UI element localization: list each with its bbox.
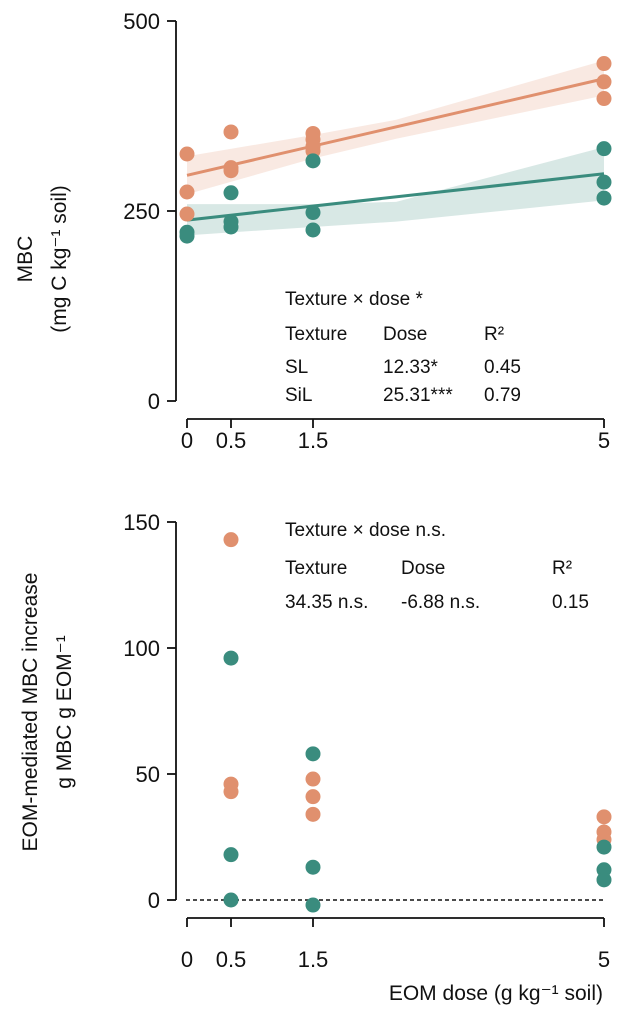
y-tick-label: 250 (123, 199, 160, 224)
y-tick-label: 0 (148, 888, 160, 913)
row-texture-sil: SiL (285, 385, 312, 406)
point-sil (596, 809, 612, 825)
y-tick-label: 50 (136, 762, 160, 787)
col-header-dose: Dose (383, 324, 427, 345)
axes: 0 250 500 0 0.5 1.5 5 (123, 9, 610, 453)
point-sil (179, 184, 195, 200)
col-header-r2: R² (552, 558, 572, 579)
row-texture-sl: SL (285, 357, 308, 378)
y-tick-label: 100 (123, 636, 160, 661)
row-r2-sil: 0.79 (484, 385, 521, 406)
eom-increase-panel: 0 50 100 150 0 0.5 1.5 5 EOM-mediated MBC incre… (19, 510, 612, 1005)
stats-annotation: Texture × dose * Texture Dose R² SL 12.3… (285, 289, 521, 406)
x-tick-label: 1.5 (298, 428, 329, 453)
y-tick-label: 500 (123, 9, 160, 34)
point-sl (305, 859, 321, 875)
point-sl (179, 228, 195, 244)
y-tick-label: 150 (123, 510, 160, 535)
row-r2: 0.15 (552, 592, 589, 613)
point-sl (223, 219, 239, 235)
point-sil (305, 771, 321, 787)
axes: 0 50 100 150 0 0.5 1.5 5 (123, 510, 610, 972)
point-sl (305, 897, 321, 913)
point-sil (305, 789, 321, 805)
confidence-band-sl (187, 147, 604, 236)
point-sil (223, 784, 239, 800)
mbc-panel: 0 250 500 0 0.5 1.5 5 MBC (mg C kg⁻¹ soil) Tex… (14, 9, 612, 453)
regression-lines (186, 77, 605, 222)
y-axis-label-line1: MBC (14, 236, 37, 283)
point-sl (596, 190, 612, 206)
point-sil (596, 91, 612, 107)
point-sil (305, 806, 321, 822)
row-dose-sl: 12.33* (383, 357, 439, 378)
point-sil (596, 56, 612, 72)
row-texture-estimate: 34.35 n.s. (285, 592, 368, 613)
row-dose-estimate: -6.88 n.s. (401, 592, 480, 613)
y-axis-label-line2: (mg C kg⁻¹ soil) (48, 185, 71, 333)
confidence-bands (187, 60, 604, 236)
data-points (179, 56, 612, 244)
point-sl (223, 847, 239, 863)
col-header-dose: Dose (401, 558, 445, 579)
point-sl (596, 839, 612, 855)
point-sil (223, 163, 239, 179)
row-r2-sl: 0.45 (484, 357, 521, 378)
x-tick-label: 5 (598, 428, 610, 453)
point-sl (305, 205, 321, 221)
point-sil (223, 532, 239, 548)
point-sl (596, 141, 612, 157)
point-sl (305, 222, 321, 238)
point-sl (596, 872, 612, 888)
interaction-heading: Texture × dose * (285, 289, 423, 310)
x-axis-label: EOM dose (g kg⁻¹ soil) (389, 982, 603, 1005)
col-header-r2: R² (484, 324, 504, 345)
data-points (223, 532, 612, 913)
y-axis-label-line2: g MBC g EOM⁻¹ (53, 635, 76, 788)
fit-line-sl (186, 172, 605, 222)
point-sl (305, 153, 321, 169)
row-dose-sil: 25.31*** (383, 385, 453, 406)
x-tick-label: 1.5 (298, 947, 329, 972)
col-header-texture: Texture (285, 558, 347, 579)
point-sil (596, 74, 612, 90)
point-sil (223, 124, 239, 140)
point-sl (223, 650, 239, 666)
y-axis-label-line1: EOM-mediated MBC increase (19, 573, 42, 852)
interaction-heading: Texture × dose n.s. (285, 520, 446, 541)
x-tick-label: 0.5 (216, 947, 247, 972)
point-sil (179, 146, 195, 162)
stats-annotation: Texture × dose n.s. Texture Dose R² 34.3… (285, 520, 589, 613)
x-tick-label: 0.5 (216, 428, 247, 453)
x-tick-label: 5 (598, 947, 610, 972)
fit-line-sil (186, 77, 605, 177)
point-sl (596, 174, 612, 190)
y-tick-label: 0 (148, 389, 160, 414)
x-tick-label: 0 (181, 428, 193, 453)
point-sl (305, 746, 321, 762)
point-sil (179, 206, 195, 222)
point-sl (223, 892, 239, 908)
x-tick-label: 0 (181, 947, 193, 972)
col-header-texture: Texture (285, 324, 347, 345)
point-sl (223, 185, 239, 201)
